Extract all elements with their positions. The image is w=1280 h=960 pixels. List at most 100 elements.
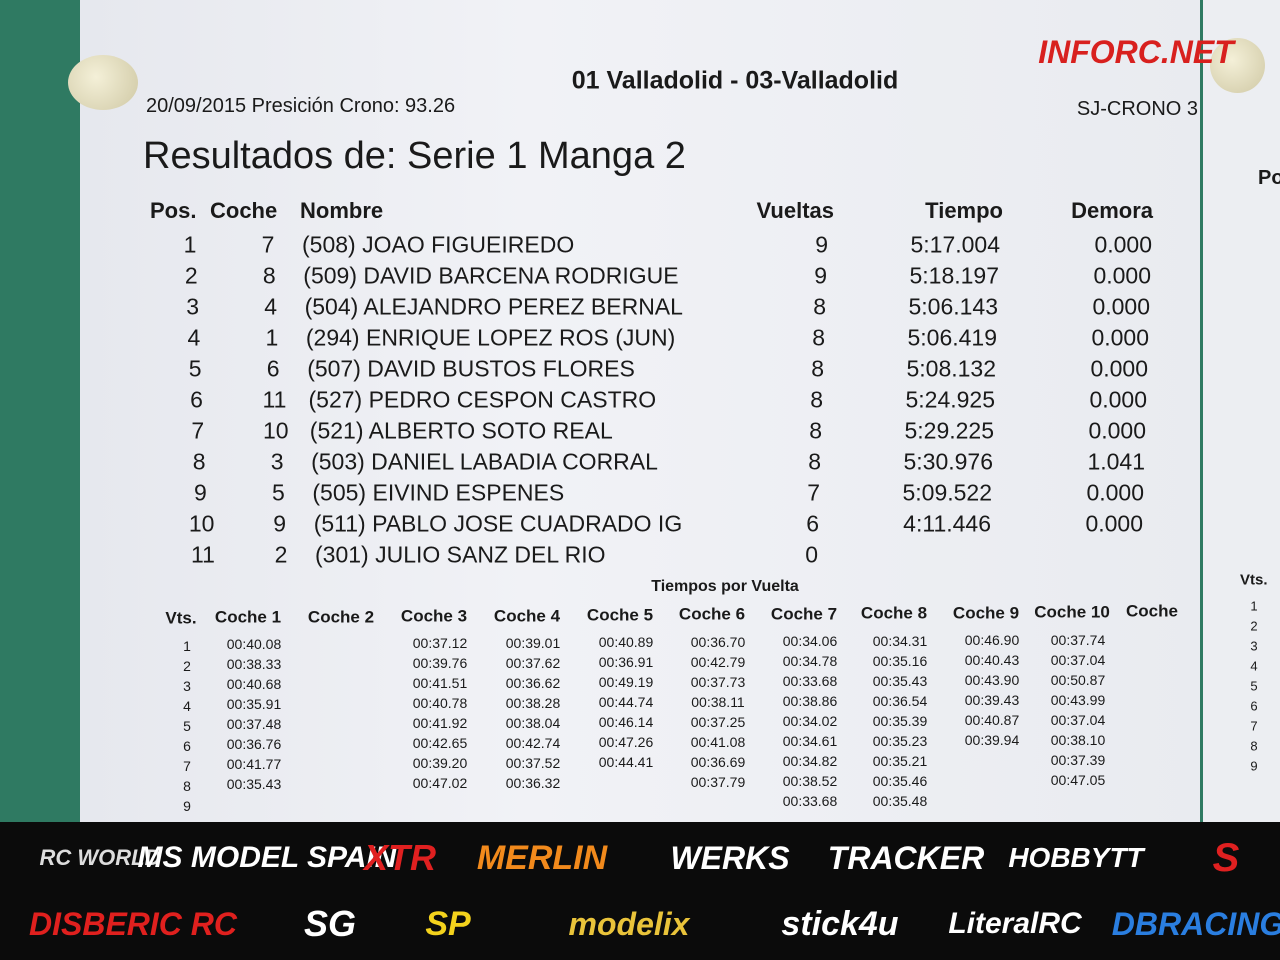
result-cell: 6 bbox=[806, 510, 819, 537]
lap-column-header: Coche 9 bbox=[952, 603, 1020, 623]
result-cell: (503) DANIEL LABADIA CORRAL bbox=[311, 448, 658, 475]
lap-time: 00:40.68 bbox=[226, 676, 282, 692]
result-cell: 5:24.925 bbox=[905, 386, 995, 413]
lap-column-header: Coche 5 bbox=[586, 605, 654, 625]
result-cell: 8 bbox=[808, 448, 821, 475]
result-cell: 11 bbox=[191, 541, 215, 568]
result-cell: 5 bbox=[271, 479, 285, 506]
lap-column-header: Coche 8 bbox=[860, 603, 928, 623]
column-header: Coche bbox=[210, 198, 278, 223]
lap-time: 00:34.02 bbox=[782, 713, 838, 729]
lap-time: 00:46.90 bbox=[964, 632, 1020, 648]
result-cell: 7 bbox=[807, 479, 820, 506]
lap-time: 00:33.68 bbox=[782, 793, 838, 809]
lap-time: 00:38.11 bbox=[691, 693, 745, 710]
result-cell: 0.000 bbox=[1092, 293, 1150, 320]
second-sheet-lap: 9 bbox=[1250, 758, 1258, 774]
lap-time: 00:33.68 bbox=[782, 673, 838, 689]
result-cell: 8 bbox=[811, 355, 824, 382]
lap-time: 00:34.78 bbox=[782, 653, 838, 669]
result-cell: 9 bbox=[815, 231, 828, 258]
sponsor-logo: HOBBYTT bbox=[1008, 842, 1144, 873]
result-cell: 5 bbox=[188, 355, 202, 382]
lap-time: 00:37.62 bbox=[505, 654, 561, 671]
result-cell: 7 bbox=[261, 231, 275, 258]
result-cell: 0.000 bbox=[1085, 510, 1143, 537]
lap-time: 00:34.31 bbox=[872, 632, 928, 649]
sponsor-logo: MS MODEL SPAIN bbox=[137, 841, 397, 874]
column-header: Tiempo bbox=[925, 198, 1003, 223]
lap-time: 00:35.16 bbox=[872, 652, 928, 669]
paper-sheet bbox=[80, 0, 1200, 840]
sponsor-logo: modelix bbox=[568, 906, 690, 942]
result-cell: 2 bbox=[274, 541, 288, 568]
lap-time: 00:38.86 bbox=[782, 693, 838, 709]
lap-number: 2 bbox=[183, 658, 191, 674]
result-cell: 10 bbox=[263, 417, 289, 444]
lap-time: 00:42.79 bbox=[690, 653, 746, 670]
lap-time: 00:50.87 bbox=[1050, 671, 1106, 688]
result-cell: 5:08.132 bbox=[906, 355, 996, 382]
lap-time: 00:44.74 bbox=[598, 694, 654, 710]
lap-time: 00:38.04 bbox=[505, 714, 561, 731]
lap-time: 00:41.92 bbox=[412, 715, 468, 731]
result-cell: (507) DAVID BUSTOS FLORES bbox=[307, 355, 635, 382]
second-sheet bbox=[1203, 0, 1280, 840]
sponsor-logo: WERKS bbox=[670, 840, 790, 876]
sponsor-logo: LiteralRC bbox=[948, 907, 1082, 940]
lap-time: 00:37.52 bbox=[505, 754, 561, 771]
result-cell: 8 bbox=[192, 448, 206, 475]
lap-time: 00:37.04 bbox=[1050, 651, 1106, 668]
watermark: INFORC.NET bbox=[1038, 34, 1234, 70]
lap-time: 00:39.20 bbox=[412, 755, 468, 771]
result-cell: (508) JOAO FIGUEIREDO bbox=[302, 231, 575, 258]
lap-time: 00:40.43 bbox=[964, 652, 1020, 668]
result-cell: 5:06.143 bbox=[908, 293, 998, 320]
date-line: 20/09/2015 Presición Crono: 93.26 bbox=[146, 95, 456, 117]
column-header: Vueltas bbox=[756, 198, 834, 223]
result-cell: (509) DAVID BARCENA RODRIGUE bbox=[303, 262, 679, 289]
lap-column-header: Coche 10 bbox=[1034, 602, 1110, 622]
result-cell: 8 bbox=[809, 417, 822, 444]
lap-time: 00:39.01 bbox=[505, 634, 561, 651]
sponsor-bar bbox=[0, 822, 1280, 960]
lap-time: 00:35.46 bbox=[872, 772, 928, 789]
lap-time: 00:37.04 bbox=[1050, 711, 1106, 728]
result-cell: (505) EIVIND ESPENES bbox=[312, 479, 565, 506]
result-cell: 0.000 bbox=[1091, 324, 1149, 351]
lap-number: 1 bbox=[183, 638, 191, 654]
lap-time: 00:35.43 bbox=[872, 672, 928, 689]
lap-column-header: Coche 6 bbox=[678, 604, 746, 624]
sponsor-logo: SG bbox=[303, 903, 357, 944]
second-sheet-lap: 3 bbox=[1250, 638, 1258, 654]
lap-time: 00:35.43 bbox=[226, 776, 282, 792]
lap-time: 00:34.82 bbox=[782, 753, 838, 769]
lap-time: 00:47.02 bbox=[412, 775, 468, 791]
second-sheet-header: Po bbox=[1258, 167, 1280, 189]
result-cell: 7 bbox=[191, 417, 205, 444]
result-cell: 0.000 bbox=[1088, 417, 1146, 444]
sponsor-logo: XTR bbox=[364, 837, 436, 878]
result-cell: 9 bbox=[273, 510, 287, 537]
column-header: Pos. bbox=[150, 198, 197, 223]
sponsor-logo: stick4u bbox=[781, 905, 899, 943]
sponsor-logo: TRACKER bbox=[827, 840, 985, 876]
result-cell: 1.041 bbox=[1087, 448, 1145, 475]
lap-time: 00:34.61 bbox=[782, 733, 838, 749]
lap-column-header: Coche 1 bbox=[214, 607, 282, 627]
lap-column-header: Coche 2 bbox=[307, 607, 375, 627]
lap-time: 00:36.54 bbox=[872, 692, 928, 709]
column-header: Demora bbox=[1071, 198, 1153, 223]
result-cell: 5:29.225 bbox=[904, 417, 994, 444]
sponsor-logo: DISBERIC RC bbox=[28, 906, 238, 942]
lap-time: 00:47.05 bbox=[1050, 771, 1106, 788]
lap-time: 00:37.39 bbox=[1050, 751, 1106, 768]
result-cell: 8 bbox=[813, 293, 826, 320]
lap-time: 00:37.48 bbox=[226, 716, 282, 732]
lap-number: 3 bbox=[183, 678, 191, 694]
column-header: Nombre bbox=[300, 198, 384, 223]
result-cell: 1 bbox=[183, 231, 197, 258]
lap-time: 00:40.89 bbox=[598, 634, 654, 650]
result-cell: 8 bbox=[812, 324, 825, 351]
result-cell: 0.000 bbox=[1094, 231, 1152, 258]
